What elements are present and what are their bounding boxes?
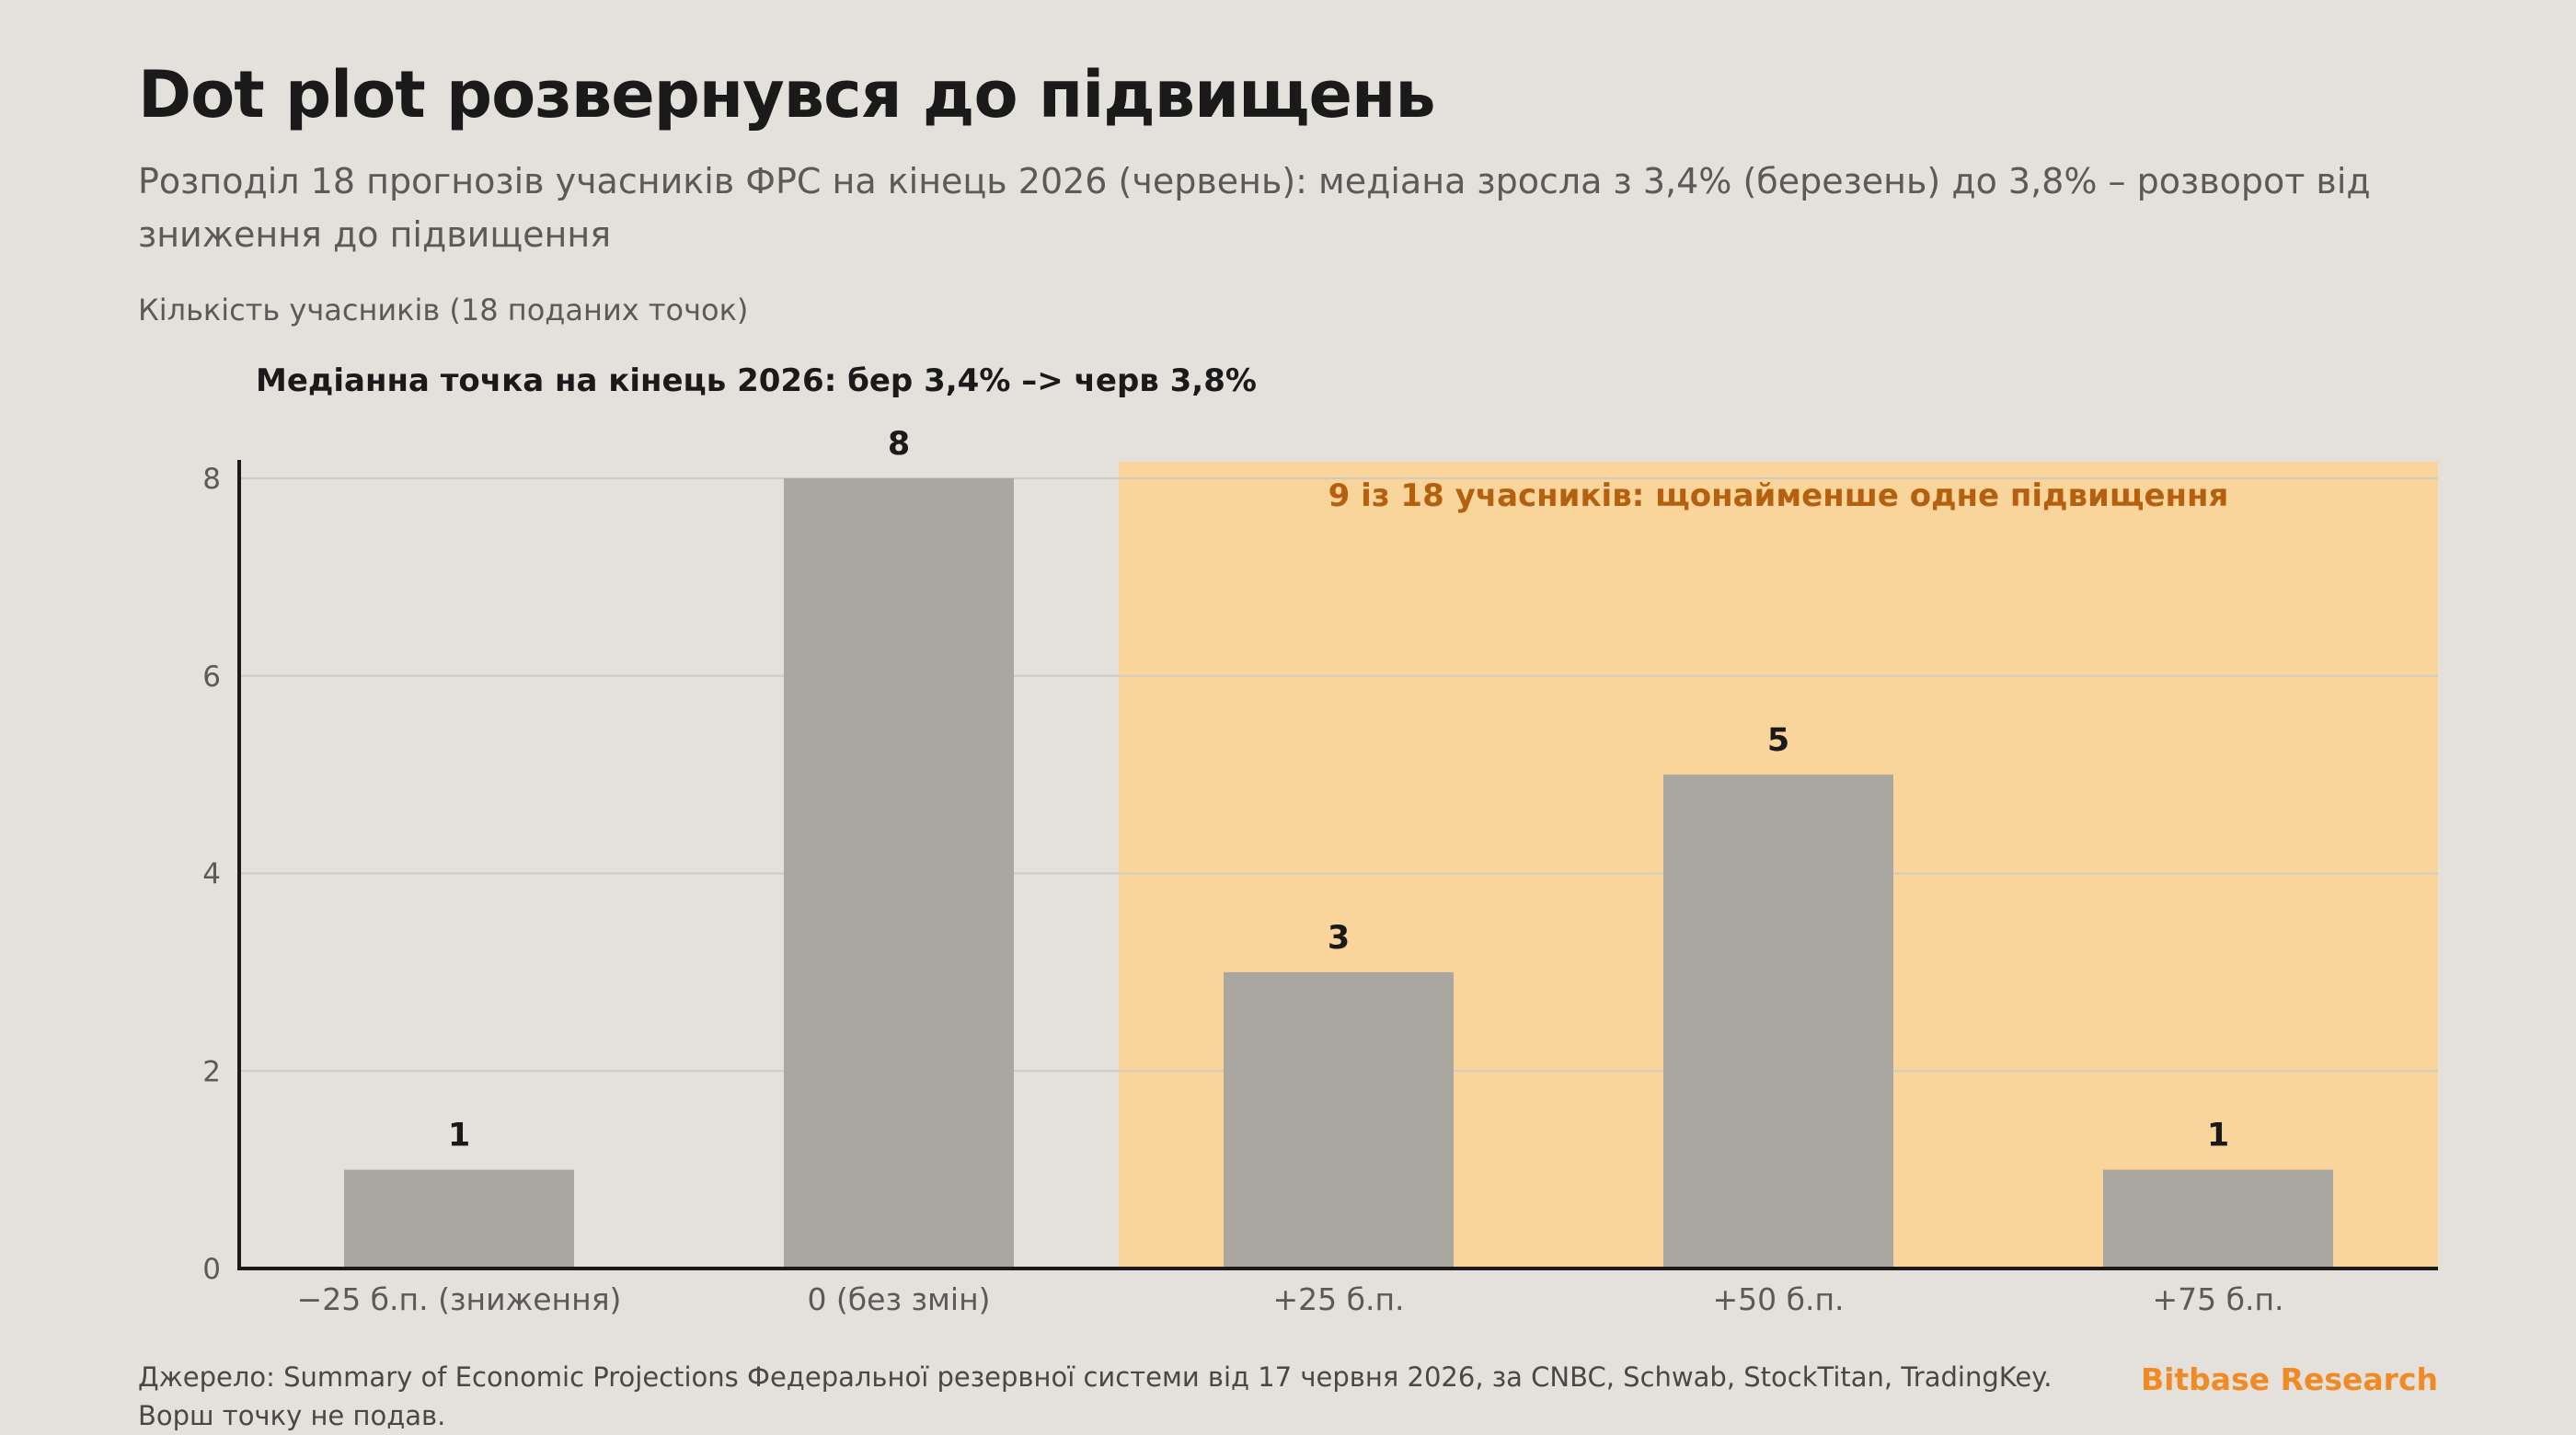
y-tick-label: 2 bbox=[202, 1055, 221, 1088]
y-tick-label: 0 bbox=[202, 1253, 221, 1286]
bar-value-label: 5 bbox=[1767, 722, 1789, 759]
y-tick-label: 8 bbox=[202, 463, 221, 496]
chart-subtitle: Розподіл 18 прогнозів учасників ФРС на к… bbox=[138, 161, 2371, 255]
bar bbox=[784, 478, 1014, 1269]
highlight-label: 9 із 18 учасників: щонайменше одне підви… bbox=[1328, 477, 2229, 514]
bar-value-label: 3 bbox=[1328, 920, 1350, 957]
source-note: Джерело: Summary of Economic Projections… bbox=[138, 1361, 2053, 1431]
x-tick-label: −25 б.п. (зниження) bbox=[297, 1281, 622, 1317]
x-tick-label: +25 б.п. bbox=[1272, 1281, 1404, 1317]
chart-title: Dot plot розвернувся до підвищень bbox=[138, 57, 1436, 132]
median-annotation: Медіанна точка на кінець 2026: бер 3,4% … bbox=[256, 362, 1257, 399]
bar bbox=[1663, 775, 1893, 1269]
bar bbox=[344, 1169, 574, 1269]
bar-value-label: 8 bbox=[888, 426, 910, 463]
y-tick-label: 6 bbox=[202, 660, 221, 694]
bar bbox=[1224, 971, 1454, 1269]
bar-value-label: 1 bbox=[448, 1118, 470, 1154]
bar bbox=[2103, 1169, 2333, 1269]
brand-logo-text: Bitbase Research bbox=[2140, 1361, 2438, 1397]
bar-value-label: 1 bbox=[2207, 1118, 2229, 1154]
x-tick-label: 0 (без змін) bbox=[807, 1281, 990, 1317]
y-tick-label: 4 bbox=[202, 858, 221, 891]
x-tick-label: +75 б.п. bbox=[2152, 1281, 2283, 1317]
x-tick-label: +50 б.п. bbox=[1712, 1281, 1844, 1317]
bar-chart: 9 із 18 учасників: щонайменше одне підви… bbox=[202, 426, 2438, 1317]
y-axis-label: Кількість учасників (18 поданих точок) bbox=[138, 293, 749, 327]
